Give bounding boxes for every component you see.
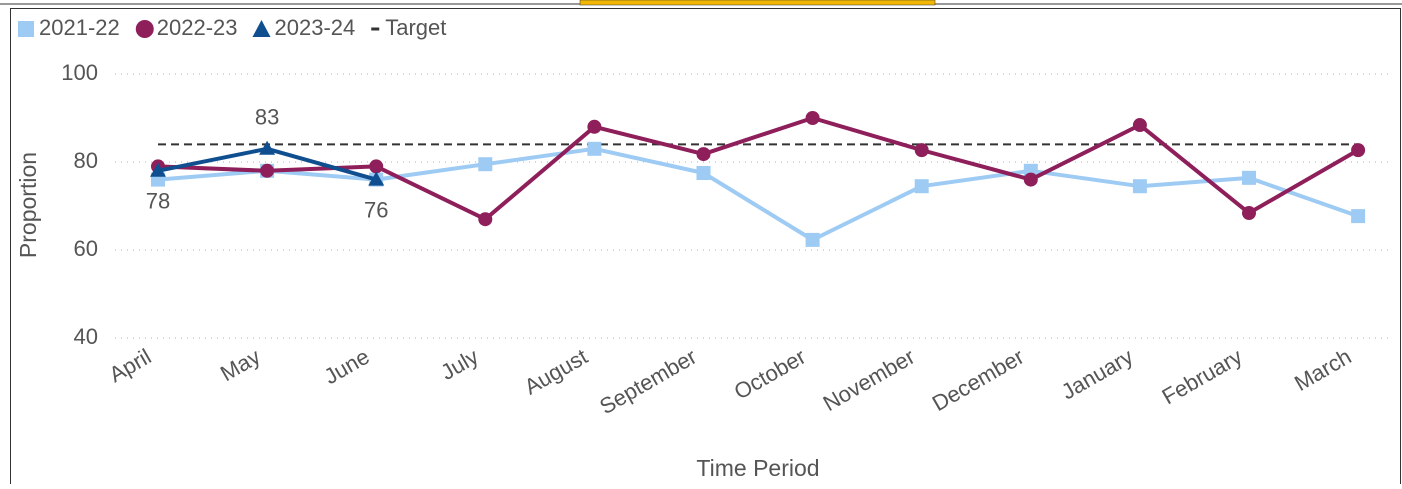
data-point [914, 179, 929, 194]
data-label: 76 [364, 197, 388, 222]
legend-marker [252, 20, 271, 37]
data-point [805, 232, 820, 247]
data-point [696, 166, 711, 180]
tab-highlight [579, 0, 936, 6]
data-point [260, 163, 275, 178]
data-point [805, 111, 820, 125]
legend-label: 2022-23 [157, 15, 238, 40]
data-point [150, 162, 166, 177]
data-point [1242, 206, 1256, 221]
series-line [157, 116, 1360, 222]
x-axis-label: Time Period [696, 455, 819, 481]
y-tick-label: 60 [74, 236, 98, 261]
data-point [1132, 179, 1147, 194]
y-tick-label: 80 [74, 148, 98, 173]
data-point [696, 147, 711, 162]
legend-label: 2023-24 [275, 15, 356, 40]
data-point [1351, 143, 1366, 158]
data-point [1242, 170, 1256, 185]
data-label: 78 [146, 189, 170, 214]
y-tick-label: 40 [74, 324, 98, 349]
data-point [587, 119, 602, 134]
data-point [368, 171, 385, 186]
data-point [587, 141, 602, 156]
data-point [914, 143, 929, 158]
y-axis-label: Proportion [15, 152, 41, 258]
data-point [369, 159, 384, 174]
data-label: 83 [255, 105, 279, 130]
legend-label: Target [385, 15, 446, 40]
data-point [478, 157, 493, 172]
data-point [1351, 209, 1366, 224]
data-point [1023, 172, 1038, 187]
legend-marker [135, 20, 154, 38]
legend-marker [18, 21, 34, 37]
data-point [478, 212, 493, 227]
data-point [259, 140, 276, 155]
data-point [1132, 118, 1147, 133]
legend-label: 2021-22 [39, 15, 120, 40]
series-line [157, 146, 1359, 242]
y-tick-label: 100 [61, 60, 98, 85]
